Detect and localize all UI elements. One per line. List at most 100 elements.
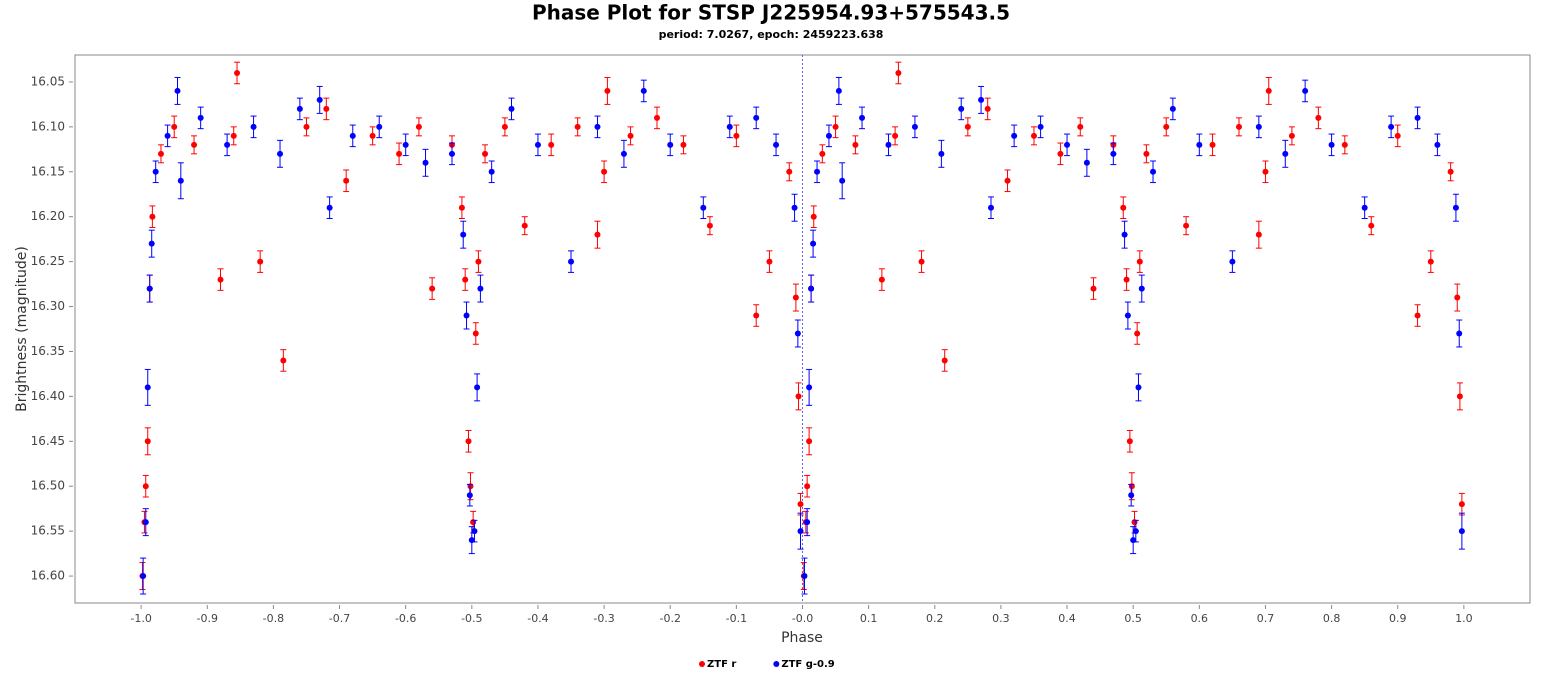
point bbox=[640, 87, 647, 94]
point bbox=[941, 357, 948, 364]
point bbox=[726, 123, 733, 130]
point bbox=[1110, 150, 1117, 157]
point bbox=[806, 438, 813, 445]
point bbox=[1124, 312, 1131, 319]
point bbox=[574, 123, 581, 130]
point bbox=[149, 213, 156, 220]
x-tick-label: 0.5 bbox=[1124, 612, 1142, 625]
point bbox=[680, 141, 687, 148]
point bbox=[1328, 141, 1335, 148]
point bbox=[733, 132, 740, 139]
point bbox=[224, 141, 231, 148]
point bbox=[1132, 528, 1139, 535]
point bbox=[326, 204, 333, 211]
point bbox=[1123, 276, 1130, 283]
x-tick-label: 0.3 bbox=[992, 612, 1010, 625]
point bbox=[474, 384, 481, 391]
point bbox=[1136, 258, 1143, 265]
x-tick-label: -0.5 bbox=[461, 612, 482, 625]
point bbox=[323, 105, 330, 112]
point bbox=[786, 168, 793, 175]
point bbox=[911, 123, 918, 130]
point bbox=[146, 285, 153, 292]
point bbox=[396, 150, 403, 157]
point bbox=[1037, 123, 1044, 130]
x-tick-label: 0.6 bbox=[1191, 612, 1209, 625]
x-tick-label: 0.7 bbox=[1257, 612, 1275, 625]
y-tick-label: 16.60 bbox=[31, 569, 65, 583]
point bbox=[852, 141, 859, 148]
point bbox=[620, 150, 627, 157]
point bbox=[234, 69, 241, 76]
point bbox=[1090, 285, 1097, 292]
point bbox=[568, 258, 575, 265]
point bbox=[316, 96, 323, 103]
point bbox=[422, 159, 429, 166]
point bbox=[230, 132, 237, 139]
point bbox=[795, 393, 802, 400]
point bbox=[808, 285, 815, 292]
y-tick-label: 16.35 bbox=[31, 344, 65, 358]
point bbox=[475, 258, 482, 265]
point bbox=[472, 330, 479, 337]
x-tick-label: 0.4 bbox=[1058, 612, 1076, 625]
point bbox=[1134, 330, 1141, 337]
point bbox=[825, 132, 832, 139]
point bbox=[706, 222, 713, 229]
x-tick-label: -1.0 bbox=[130, 612, 151, 625]
point bbox=[465, 438, 472, 445]
point bbox=[1315, 114, 1322, 121]
y-tick-label: 16.05 bbox=[31, 74, 65, 88]
point bbox=[878, 276, 885, 283]
point bbox=[1454, 294, 1461, 301]
x-tick-label: 0.1 bbox=[860, 612, 878, 625]
legend-label: ZTF r bbox=[707, 659, 736, 670]
point bbox=[1282, 150, 1289, 157]
point bbox=[835, 87, 842, 94]
point bbox=[801, 573, 808, 580]
point bbox=[700, 204, 707, 211]
point bbox=[1368, 222, 1375, 229]
point bbox=[1265, 87, 1272, 94]
point bbox=[1414, 114, 1421, 121]
point bbox=[376, 123, 383, 130]
x-tick-label: 0.8 bbox=[1323, 612, 1341, 625]
point bbox=[152, 168, 159, 175]
point bbox=[142, 483, 149, 490]
legend-label: ZTF g-0.9 bbox=[781, 659, 834, 670]
legend-marker bbox=[773, 661, 780, 667]
point bbox=[773, 141, 780, 148]
point bbox=[814, 168, 821, 175]
point bbox=[349, 132, 356, 139]
point bbox=[471, 528, 478, 535]
point bbox=[1209, 141, 1216, 148]
point bbox=[1434, 141, 1441, 148]
y-axis-label: Brightness (magnitude) bbox=[14, 246, 30, 412]
point bbox=[1427, 258, 1434, 265]
point bbox=[859, 114, 866, 121]
x-tick-label: -0.8 bbox=[263, 612, 284, 625]
point bbox=[501, 123, 508, 130]
point bbox=[594, 231, 601, 238]
point bbox=[460, 231, 467, 238]
point bbox=[958, 105, 965, 112]
point bbox=[987, 204, 994, 211]
point bbox=[415, 123, 422, 130]
point bbox=[250, 123, 257, 130]
point bbox=[895, 69, 902, 76]
x-tick-label: 0.2 bbox=[926, 612, 944, 625]
x-tick-label: 0.9 bbox=[1389, 612, 1407, 625]
point bbox=[964, 123, 971, 130]
point bbox=[1083, 159, 1090, 166]
point bbox=[1138, 285, 1145, 292]
point bbox=[171, 123, 178, 130]
point bbox=[1057, 150, 1064, 157]
series bbox=[139, 61, 1465, 591]
y-tick-label: 16.30 bbox=[31, 299, 65, 313]
point bbox=[1458, 501, 1465, 508]
point bbox=[1169, 105, 1176, 112]
y-tick-label: 16.40 bbox=[31, 389, 65, 403]
point bbox=[534, 141, 541, 148]
point bbox=[140, 573, 147, 580]
point bbox=[984, 105, 991, 112]
